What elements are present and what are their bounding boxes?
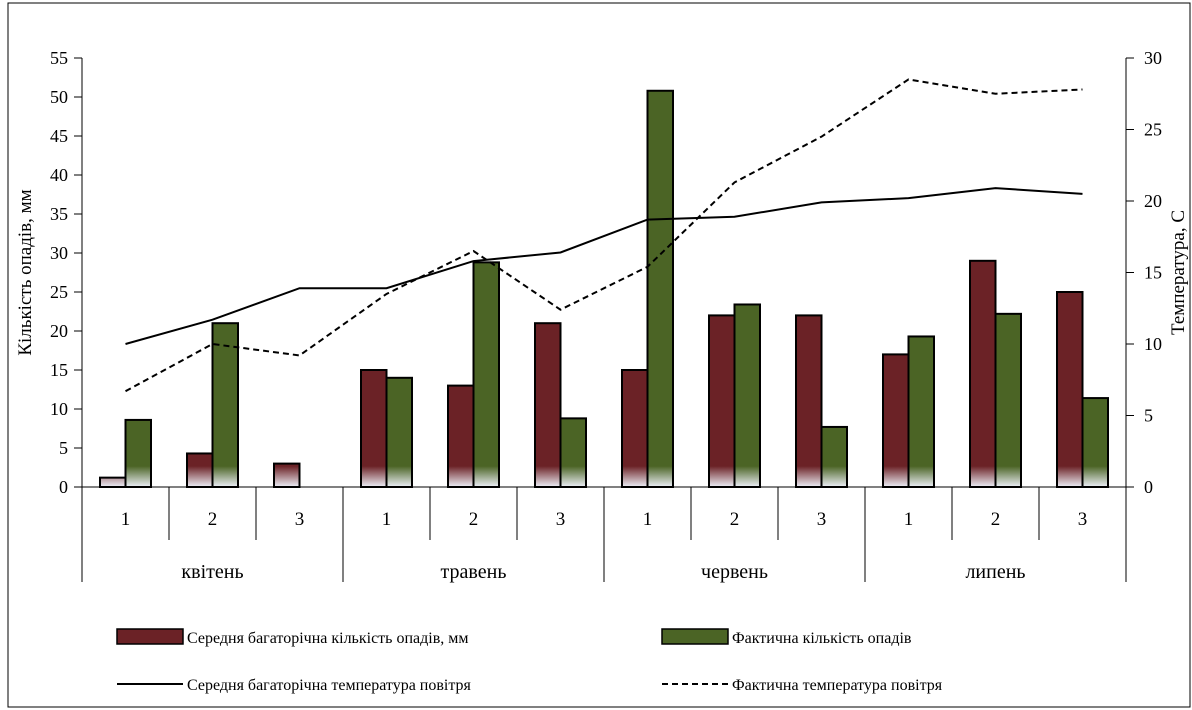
bar-series-0 <box>708 314 736 488</box>
left-y-tick-label: 50 <box>50 87 68 107</box>
legend-label-1: Фактична кількість опадів <box>732 630 912 647</box>
legend-label-2: Середня багаторічна температура повітря <box>187 677 472 694</box>
left-y-tick-label: 55 <box>50 48 68 68</box>
x-tick-label: 1 <box>643 509 653 530</box>
x-tick-label: 3 <box>817 509 827 530</box>
bar-series-0 <box>1056 291 1084 488</box>
x-tick-label: 2 <box>730 509 740 530</box>
bar-series-1 <box>646 89 674 488</box>
left-y-tick-label: 35 <box>50 204 68 224</box>
right-y-tick-label: 15 <box>1144 263 1162 283</box>
bar-series-1 <box>385 376 413 488</box>
x-tick-label: 2 <box>469 509 479 530</box>
month-label: червень <box>701 561 768 583</box>
x-tick-label: 3 <box>1078 509 1088 530</box>
x-tick-label: 3 <box>556 509 566 530</box>
left-y-tick-label: 25 <box>50 282 68 302</box>
legend-label-0: Середня багаторічна кількість опадів, мм <box>187 630 469 647</box>
bar-series-1 <box>820 425 848 489</box>
right-y-tick-label: 20 <box>1144 191 1162 211</box>
bar-series-0 <box>447 384 475 489</box>
bar-series-0 <box>273 462 301 489</box>
bar-series-1 <box>472 261 500 488</box>
x-tick-label: 2 <box>208 509 218 530</box>
right-y-tick-label: 0 <box>1144 477 1153 497</box>
month-label: квітень <box>181 561 243 583</box>
left-y-tick-label: 30 <box>50 243 68 263</box>
left-y-tick-label: 15 <box>50 360 68 380</box>
bar-series-0 <box>360 369 388 488</box>
x-tick-label: 3 <box>295 509 305 530</box>
bar-series-1 <box>124 418 152 489</box>
bar-series-0 <box>99 476 127 489</box>
x-tick-label: 1 <box>382 509 392 530</box>
left-y-axis-title: Кількість опадів, мм <box>15 189 36 355</box>
legend-label-3: Фактична температура повітря <box>732 677 943 694</box>
x-tick-label: 1 <box>121 509 131 530</box>
right-y-axis-title: Температура, С <box>1168 210 1189 335</box>
left-y-tick-label: 0 <box>59 477 68 497</box>
bar-series-1 <box>559 417 587 488</box>
legend-swatch-0 <box>116 628 184 645</box>
left-y-tick-label: 40 <box>50 165 68 185</box>
month-label: травень <box>441 561 507 583</box>
left-y-tick-label: 20 <box>50 321 68 341</box>
bar-series-0 <box>621 369 649 488</box>
right-y-tick-label: 30 <box>1144 48 1162 68</box>
right-y-tick-label: 5 <box>1144 406 1153 426</box>
bar-series-1 <box>211 322 239 489</box>
right-y-tick-label: 25 <box>1144 120 1162 140</box>
x-tick-label: 1 <box>904 509 914 530</box>
bar-series-1 <box>733 303 761 489</box>
left-y-tick-label: 5 <box>59 438 68 458</box>
line-series-0 <box>125 187 1083 345</box>
legend-swatch-1 <box>661 628 729 645</box>
bar-series-1 <box>907 335 935 488</box>
bar-series-0 <box>534 322 562 489</box>
right-y-tick-label: 10 <box>1144 334 1162 354</box>
left-y-tick-label: 45 <box>50 126 68 146</box>
bar-series-1 <box>1081 397 1109 488</box>
line-series-1 <box>125 78 1083 393</box>
left-y-tick-label: 10 <box>50 399 68 419</box>
chart-border <box>7 2 1191 708</box>
bar-series-0 <box>882 353 910 488</box>
bar-series-0 <box>186 452 214 488</box>
x-tick-label: 2 <box>991 509 1001 530</box>
bar-series-1 <box>994 312 1022 488</box>
bar-series-0 <box>969 259 997 488</box>
month-label: липень <box>965 561 1025 583</box>
bar-series-0 <box>795 314 823 488</box>
